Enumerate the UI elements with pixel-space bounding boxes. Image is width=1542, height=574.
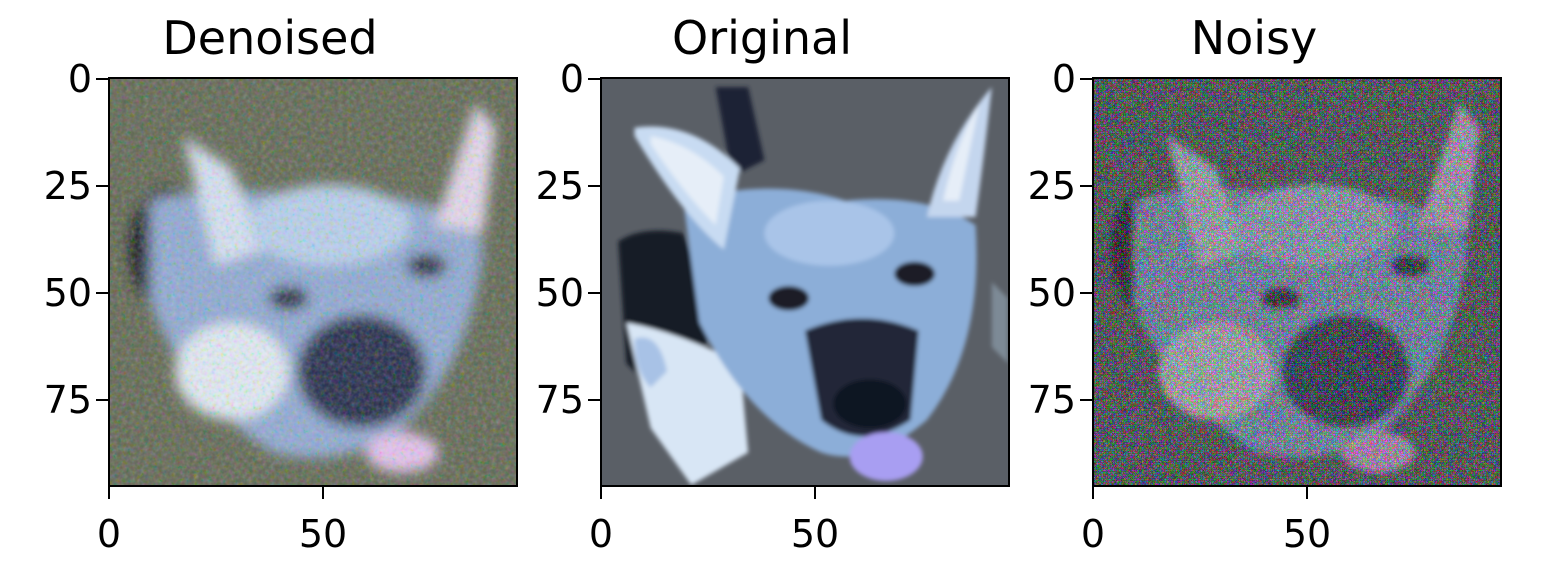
y-tick-label: 0 — [559, 57, 584, 101]
dog-image — [110, 79, 516, 485]
y-tick-label: 25 — [43, 164, 92, 208]
x-tick — [814, 487, 816, 499]
y-tick-label: 0 — [67, 57, 92, 101]
y-tick — [1080, 292, 1092, 294]
panel-title: Noisy — [1190, 11, 1318, 65]
y-tick-label: 0 — [1051, 57, 1076, 101]
x-tick — [600, 487, 602, 499]
y-tick-label: 50 — [1027, 271, 1076, 315]
panel-original: Original 0 25 50 75 — [502, 0, 1010, 574]
y-tick-label: 50 — [535, 271, 584, 315]
x-tick — [108, 487, 110, 499]
x-tick — [322, 487, 324, 499]
y-tick — [1080, 78, 1092, 80]
y-tick — [96, 399, 108, 401]
y-tick — [588, 185, 600, 187]
panel-title: Denoised — [162, 11, 378, 65]
denoised-image — [108, 77, 518, 487]
y-tick — [96, 78, 108, 80]
y-tick — [588, 399, 600, 401]
y-tick-label: 25 — [1027, 164, 1076, 208]
y-tick — [1080, 399, 1092, 401]
y-tick — [588, 78, 600, 80]
x-tick — [1306, 487, 1308, 499]
y-tick — [588, 292, 600, 294]
noisy-image — [1092, 77, 1502, 487]
y-tick — [1080, 185, 1092, 187]
y-tick — [96, 292, 108, 294]
y-tick — [96, 185, 108, 187]
y-tick-label: 75 — [43, 378, 92, 422]
dog-image — [1094, 79, 1500, 485]
panel-title: Original — [671, 11, 852, 65]
x-tick-label: 0 — [588, 512, 614, 556]
y-tick-label: 50 — [43, 271, 92, 315]
y-tick-label: 25 — [535, 164, 584, 208]
dog-image — [602, 79, 1008, 485]
x-tick-label: 50 — [298, 512, 348, 556]
x-tick-label: 0 — [96, 512, 122, 556]
x-tick-label: 50 — [790, 512, 840, 556]
original-image — [600, 77, 1010, 487]
y-tick-label: 75 — [535, 378, 584, 422]
y-tick-label: 75 — [1027, 378, 1076, 422]
panel-denoised: Denoised 0 25 50 75 — [10, 0, 518, 574]
x-tick — [1092, 487, 1094, 499]
panel-noisy: Noisy 0 25 50 75 — [994, 0, 1502, 574]
x-tick-label: 0 — [1080, 512, 1106, 556]
x-tick-label: 50 — [1282, 512, 1332, 556]
